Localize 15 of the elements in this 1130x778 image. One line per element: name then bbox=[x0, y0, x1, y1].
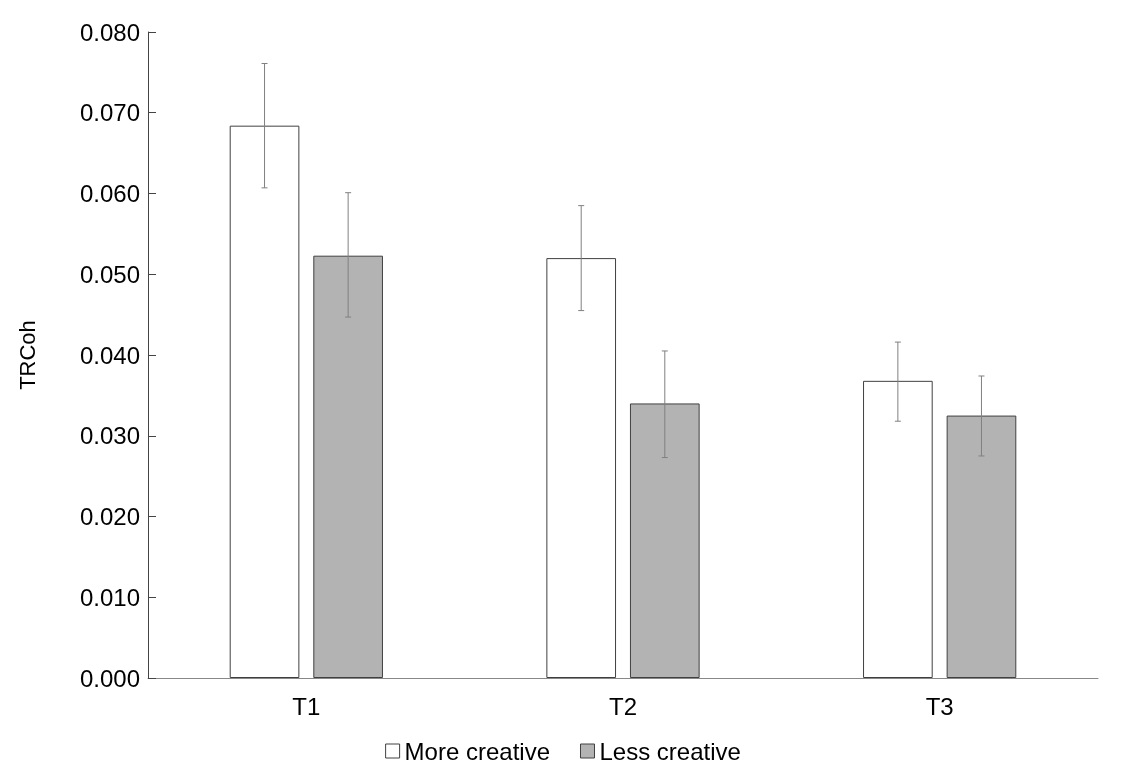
y-tick-label: 0.020 bbox=[79, 503, 140, 530]
x-tick-label: T3 bbox=[925, 692, 954, 720]
y-tick-label: 0.000 bbox=[79, 664, 140, 692]
legend-label: More creative bbox=[404, 737, 550, 765]
legend-label: Less creative bbox=[599, 737, 741, 765]
y-tick-label: 0.070 bbox=[79, 99, 140, 127]
x-tick-label: T1 bbox=[292, 692, 321, 720]
y-tick-label: 0.010 bbox=[79, 583, 140, 611]
y-tick-label: 0.080 bbox=[79, 18, 140, 46]
y-tick-label: 0.040 bbox=[79, 341, 140, 369]
y-tick-label: 0.050 bbox=[79, 260, 140, 288]
y-tick-label: 0.060 bbox=[79, 180, 140, 207]
x-tick-label: T2 bbox=[608, 692, 638, 720]
y-tick-label: 0.030 bbox=[79, 422, 140, 450]
y-axis-title: TRCoh bbox=[14, 320, 40, 390]
